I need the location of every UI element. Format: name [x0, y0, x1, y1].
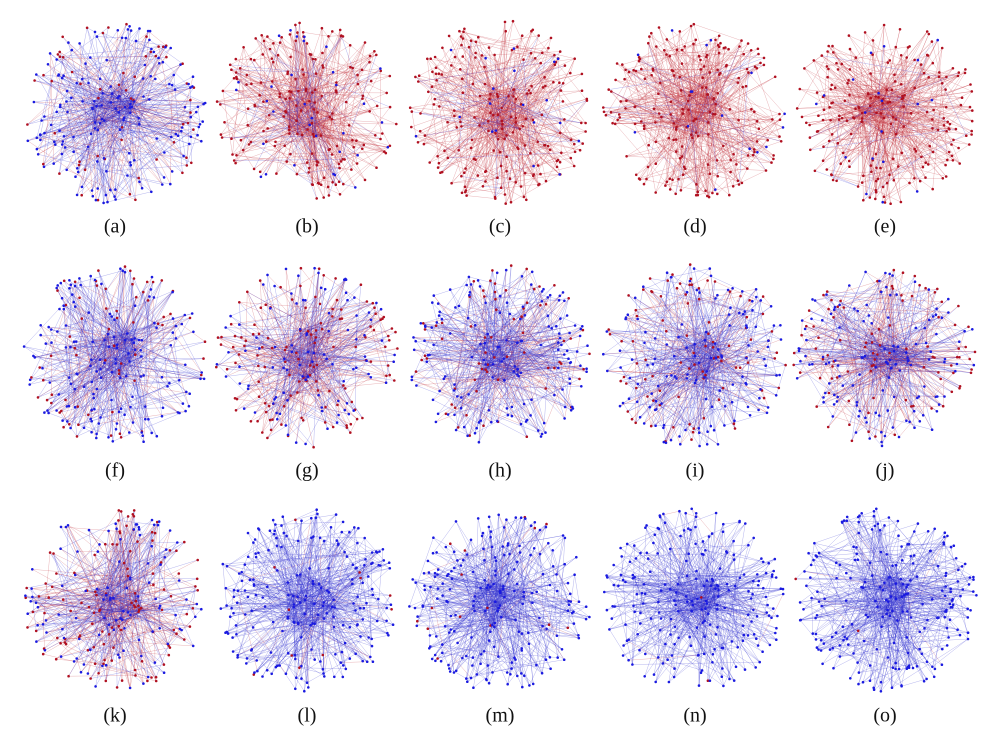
nodes-red [700, 596, 710, 682]
network-graph [215, 21, 398, 200]
nodes-red [794, 577, 860, 633]
panel-label: (j) [876, 460, 895, 482]
edges-blue [27, 24, 206, 204]
edges-blue [220, 509, 394, 692]
network-graph [24, 509, 203, 690]
panel-label: (i) [686, 460, 705, 482]
nodes-blue [215, 266, 396, 446]
edges-blue [411, 265, 590, 443]
edges-red [797, 24, 973, 204]
network-graph [26, 22, 207, 205]
network-graph [603, 507, 785, 688]
panel-label: (d) [683, 216, 706, 238]
panel-label: (e) [874, 216, 896, 238]
edges-red [217, 22, 397, 199]
edges-red [804, 520, 966, 670]
edges-blue [217, 22, 391, 199]
nodes-blue [815, 38, 939, 204]
nodes-blue [235, 29, 390, 189]
edges-red [603, 24, 785, 198]
nodes-blue [633, 29, 786, 191]
panel-label: (f) [105, 460, 125, 482]
edges-blue [795, 508, 977, 692]
network-graph [792, 268, 977, 448]
network-graph [215, 266, 399, 449]
panel-label: (l) [298, 705, 317, 727]
nodes-red [30, 265, 207, 439]
nodes-blue [408, 513, 591, 689]
network-graph [22, 265, 207, 443]
nodes-blue [22, 267, 206, 443]
nodes-blue [24, 518, 203, 690]
nodes-blue [603, 507, 785, 688]
nodes-blue [798, 507, 978, 693]
nodes-blue [414, 47, 581, 176]
edges-red [25, 510, 198, 688]
edges-blue [603, 264, 786, 447]
nodes-red [24, 509, 199, 689]
edges-blue [409, 514, 590, 688]
nodes-blue [795, 270, 976, 448]
nodes-red [215, 21, 398, 200]
edges-blue [604, 508, 784, 687]
network-graph [602, 263, 787, 448]
nodes-red [26, 22, 196, 202]
network-graph [408, 513, 591, 689]
edges-red [225, 518, 387, 688]
panel-label: (k) [103, 705, 126, 727]
edges-red [423, 514, 580, 679]
edges-blue [25, 510, 202, 688]
panel-label: (a) [104, 216, 126, 238]
nodes-red [795, 23, 974, 205]
edges-red [794, 270, 976, 446]
nodes-blue [602, 267, 783, 448]
nodes-red [416, 515, 570, 660]
nodes-blue [410, 268, 589, 444]
panel-label: (b) [295, 216, 318, 238]
nodes-red [607, 263, 787, 443]
panel-label: (h) [488, 460, 511, 482]
network-graph [795, 23, 974, 205]
panel-label: (g) [295, 460, 318, 482]
panel-label: (m) [486, 705, 515, 727]
nodes-red [215, 266, 399, 449]
panel-label: (c) [489, 216, 511, 238]
network-graph [410, 264, 591, 444]
nodes-blue [26, 25, 207, 205]
network-graph [794, 507, 978, 693]
edges-blue [23, 266, 206, 442]
network-graph [408, 19, 589, 205]
network-graph [602, 22, 786, 199]
nodes-red [602, 22, 783, 199]
edges-blue [809, 39, 972, 201]
panel-label: (o) [873, 705, 896, 727]
network-graph [219, 508, 395, 693]
nodes-blue [219, 508, 395, 693]
edges-red [410, 21, 588, 204]
nodes-red [252, 518, 393, 676]
panel-label: (n) [683, 705, 706, 727]
edges-blue [216, 268, 396, 448]
nodes-red [408, 19, 589, 205]
